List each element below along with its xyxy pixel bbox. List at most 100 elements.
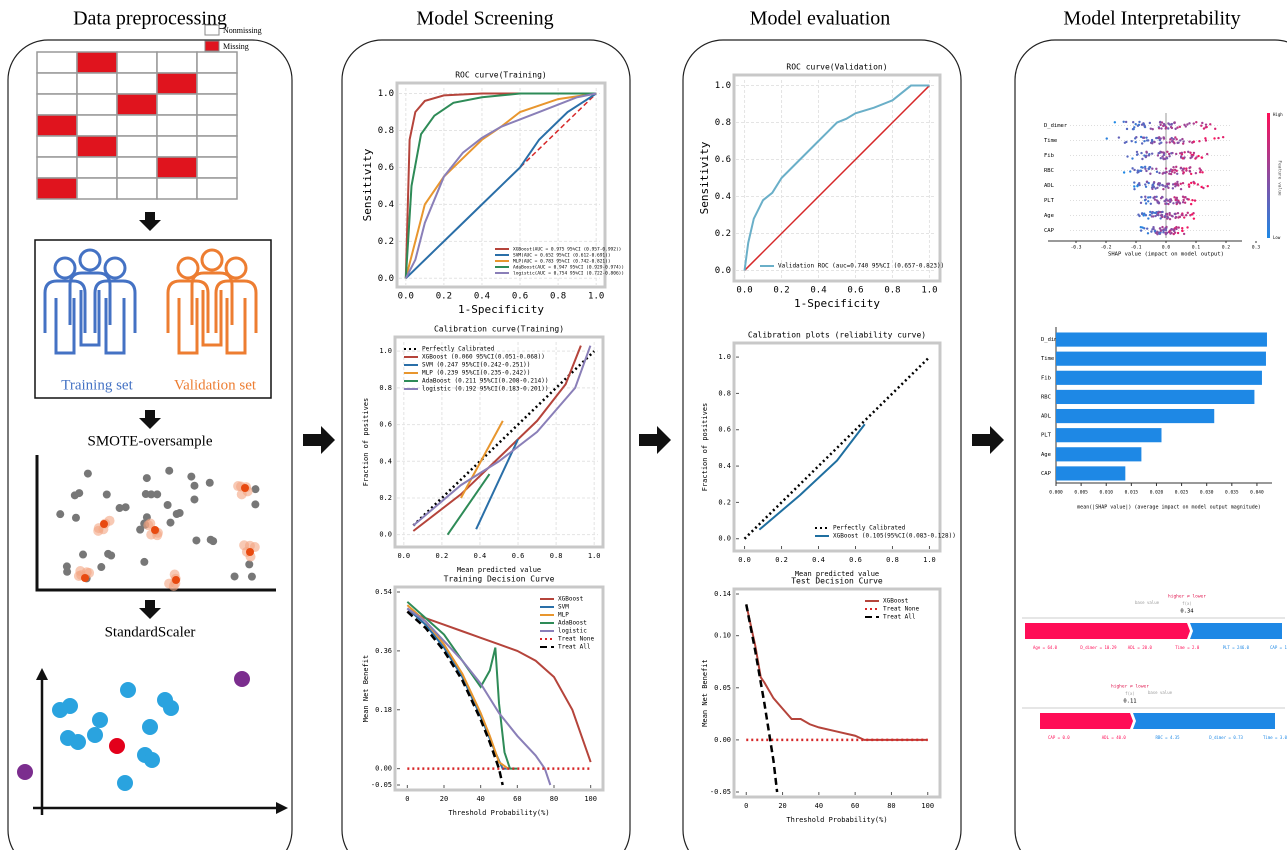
shap-dot [1200,156,1202,158]
shap-dot [1145,214,1147,216]
shap-dot [1201,171,1203,173]
shap-dot [1170,126,1172,128]
shap-dot [1162,184,1164,186]
force-higher [1040,713,1133,729]
chart-title: Calibration curve(Training) [434,325,564,334]
shap-dot [1213,137,1215,139]
shap-dot [1182,199,1184,201]
shap-dot [1167,216,1169,218]
x-tick-label: 0.4 [810,286,826,296]
x-tick-label: 0.6 [512,552,525,560]
shap-dot [1176,170,1178,172]
feature-label: D_dimer [1044,123,1068,129]
force-feature: CAP = 0.0 [1048,735,1070,740]
shap-dot [1168,231,1170,233]
sample-dot [166,519,174,527]
shap-dot [1160,230,1162,232]
y-tick-label: 0.00 [714,736,731,744]
feature-label: Age [1041,452,1051,458]
shap-dot [1179,202,1181,204]
shap-dot [1146,181,1148,183]
y-tick-label: 0.4 [379,457,392,465]
x-tick-label: -0.1 [1131,245,1142,251]
shap-dot [1157,201,1159,203]
shap-dot [1186,123,1188,125]
colorbar [1267,113,1270,238]
missing-cell [157,94,197,115]
missing-cell [37,178,77,199]
feature-label: Fib [1044,153,1054,159]
shap-dot [1172,187,1174,189]
sample-dot [56,510,64,518]
missing-cell [37,136,77,157]
arrow [139,600,161,619]
shap-dot [1140,229,1142,231]
shap-dot [1149,122,1151,124]
shap-dot [1166,151,1168,153]
sample-dot [97,563,105,571]
shap-dot [1159,217,1161,219]
shap-dot [1180,183,1182,185]
shap-dot [1136,171,1138,173]
shap-dot [1206,153,1208,155]
shap-dot [1171,215,1173,217]
shap-dot [1163,200,1165,202]
x-axis-label: 1-Specificity [794,297,880,310]
legend-label: MLP(AUC = 0.783 95%CI (0.742-0.821)) [513,259,611,265]
shap-dot [1140,196,1142,198]
synthetic-dot [100,520,108,528]
y-tick-label: 0.2 [379,494,392,502]
synthetic-dot [241,484,249,492]
shap-dot [1123,121,1125,123]
sample-dot [79,551,87,559]
shap-dot [1188,186,1190,188]
shap-dot [1197,183,1199,185]
missing-cell [37,157,77,178]
shap-dot [1189,170,1191,172]
feature-label: Time [1044,138,1057,144]
x-tick-label: 0.015 [1125,490,1139,496]
shap-dot [1158,127,1160,129]
shap-dot [1138,121,1140,123]
x-tick-label: 40 [476,795,484,803]
missing-cell [77,94,117,115]
x-axis-label: mean(|SHAP value|) (average impact on mo… [1077,505,1261,511]
y-tick-label: 0.14 [714,590,731,598]
shap-dot [1205,139,1207,141]
shap-dot [1131,157,1133,159]
shap-dot [1162,136,1164,138]
shap-dot [1183,216,1185,218]
scaled-dot [117,775,133,791]
person-head [202,250,222,270]
shap-dot [1133,185,1135,187]
shap-dot [1165,198,1167,200]
legend-label: SVM [558,604,569,611]
shap-dot [1193,122,1195,124]
shap-dot [1171,123,1173,125]
shap-dot [1151,186,1153,188]
shap-dot [1159,124,1161,126]
sample-dot [147,490,155,498]
sample-dot [206,479,214,487]
shap-dot [1163,123,1165,125]
shap-dot [1129,170,1131,172]
x-tick-label: 0.2 [436,292,452,302]
shap-dot [1181,227,1183,229]
shap-dot [1171,140,1173,142]
legend-swatch [205,25,219,35]
sample-dot [104,550,112,558]
shap-dot [1214,128,1216,130]
legend-label: logistic (0.192 95%CI(0.183-0.201)) [422,386,548,393]
shap-dot [1152,128,1154,130]
shap-dot [1182,182,1184,184]
shap-dot [1182,142,1184,144]
shap-dot [1197,155,1199,157]
shap-dot [1181,230,1183,232]
shap-dot [1182,201,1184,203]
y-axis-label: Sensitivity [698,141,711,214]
force-lower [1190,623,1282,639]
force-fx: f(x) [1182,601,1192,606]
force-higher [1025,623,1190,639]
shap-dot [1199,167,1201,169]
shap-dot [1191,213,1193,215]
